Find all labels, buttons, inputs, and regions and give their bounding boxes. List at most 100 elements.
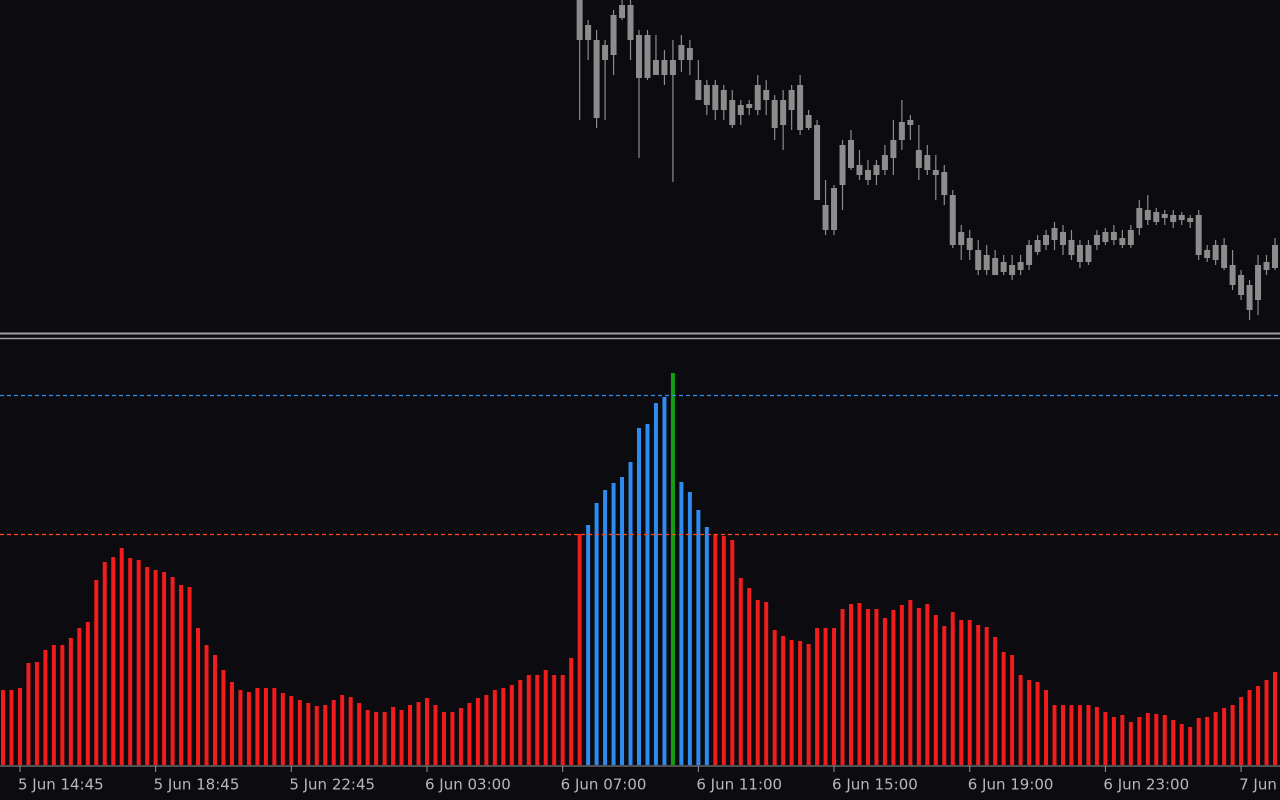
histogram-bar: [1061, 705, 1065, 765]
x-tick-label: 5 Jun 22:45: [289, 776, 375, 794]
candle-body: [1263, 262, 1270, 270]
histogram-bar: [85, 622, 90, 765]
histogram-bar: [1111, 717, 1116, 765]
x-tick-label: 6 Jun 15:00: [832, 776, 918, 794]
histogram-bar: [246, 692, 251, 765]
candle-body: [898, 122, 905, 140]
candle-body: [695, 80, 702, 100]
histogram-bar: [679, 482, 684, 765]
histogram-bar: [416, 702, 421, 765]
candle-body: [822, 205, 829, 230]
histogram-bar: [781, 636, 786, 765]
histogram-bar: [501, 688, 506, 765]
histogram-bar: [289, 696, 294, 765]
candle-body: [771, 100, 778, 128]
candle-body: [992, 258, 999, 275]
histogram-bar: [382, 712, 387, 765]
histogram-bar: [950, 612, 955, 765]
histogram-bar: [526, 675, 531, 765]
candle-body: [669, 60, 676, 75]
histogram-bar: [967, 620, 972, 765]
candle-body: [915, 150, 922, 168]
histogram-bar: [238, 690, 243, 765]
histogram-bar: [849, 604, 853, 765]
histogram-bar: [1239, 697, 1244, 765]
histogram-bar: [297, 700, 302, 765]
histogram-bar: [399, 710, 404, 765]
histogram-bar: [26, 663, 31, 765]
x-tick-label: 6 Jun 23:00: [1103, 776, 1189, 794]
histogram-bar: [1, 690, 5, 765]
histogram-bar: [882, 618, 887, 765]
candle-body: [1119, 238, 1126, 245]
histogram-bar: [1086, 705, 1091, 765]
candle-body: [636, 35, 642, 78]
histogram-bar: [1103, 712, 1108, 765]
candle-body: [788, 90, 795, 110]
candle-body: [1212, 245, 1219, 260]
candle-body: [644, 35, 651, 78]
candle-body: [712, 85, 719, 110]
histogram-bar: [603, 490, 608, 765]
histogram-bar: [942, 626, 947, 765]
histogram-bar: [1230, 705, 1235, 765]
histogram-bar: [77, 628, 82, 765]
histogram-bar: [772, 630, 777, 765]
histogram-bar: [653, 403, 658, 765]
candle-body: [966, 238, 973, 250]
histogram-bar: [119, 548, 124, 765]
candle-body: [1238, 275, 1245, 295]
candle-body: [941, 172, 948, 195]
candle-body: [864, 170, 871, 180]
histogram-bar: [908, 600, 913, 765]
candle-body: [907, 120, 914, 125]
x-tick-label: 6 Jun 11:00: [696, 776, 782, 794]
histogram-bar: [34, 662, 39, 765]
histogram-bar: [475, 698, 480, 765]
candle-body: [1144, 210, 1151, 220]
histogram-bar: [840, 609, 845, 765]
histogram-bar: [933, 615, 938, 765]
histogram-bar: [569, 658, 574, 765]
histogram-bar: [331, 700, 336, 765]
histogram-bar: [348, 697, 353, 765]
histogram-bar: [60, 645, 65, 765]
histogram-bar: [611, 483, 616, 765]
histogram-bar: [102, 562, 107, 765]
histogram-bar: [1120, 715, 1125, 765]
candle-body: [652, 60, 659, 75]
histogram-bar: [1052, 705, 1057, 765]
candle-body: [610, 15, 617, 55]
histogram-bar: [1171, 720, 1176, 765]
histogram-bar: [645, 424, 650, 765]
histogram-bar: [272, 688, 277, 765]
histogram-bar: [993, 637, 998, 765]
candle-body: [958, 232, 965, 245]
histogram-bar: [1205, 717, 1210, 765]
histogram-bar: [68, 638, 73, 765]
histogram-bar: [594, 503, 599, 765]
candle-body: [1009, 265, 1016, 275]
histogram-bar: [51, 645, 56, 765]
histogram-bar: [891, 610, 896, 765]
histogram-bar: [620, 477, 625, 765]
histogram-bar: [662, 397, 667, 765]
candle-body: [983, 255, 990, 270]
x-tick-label: 7 Jun: [1239, 776, 1277, 794]
x-tick-label: 6 Jun 03:00: [425, 776, 511, 794]
histogram-bar: [713, 534, 718, 765]
histogram-bar: [1027, 680, 1032, 765]
histogram-bar: [899, 605, 904, 765]
histogram-bar: [179, 585, 184, 765]
histogram-bar: [1188, 727, 1193, 765]
candle-body: [1017, 262, 1024, 270]
histogram-bar: [1154, 714, 1159, 765]
candle-body: [839, 145, 846, 185]
histogram-bar: [314, 706, 319, 765]
histogram-bar: [730, 540, 735, 765]
histogram-bar: [577, 534, 582, 765]
histogram-bar: [357, 703, 362, 765]
histogram-bar: [255, 688, 260, 765]
